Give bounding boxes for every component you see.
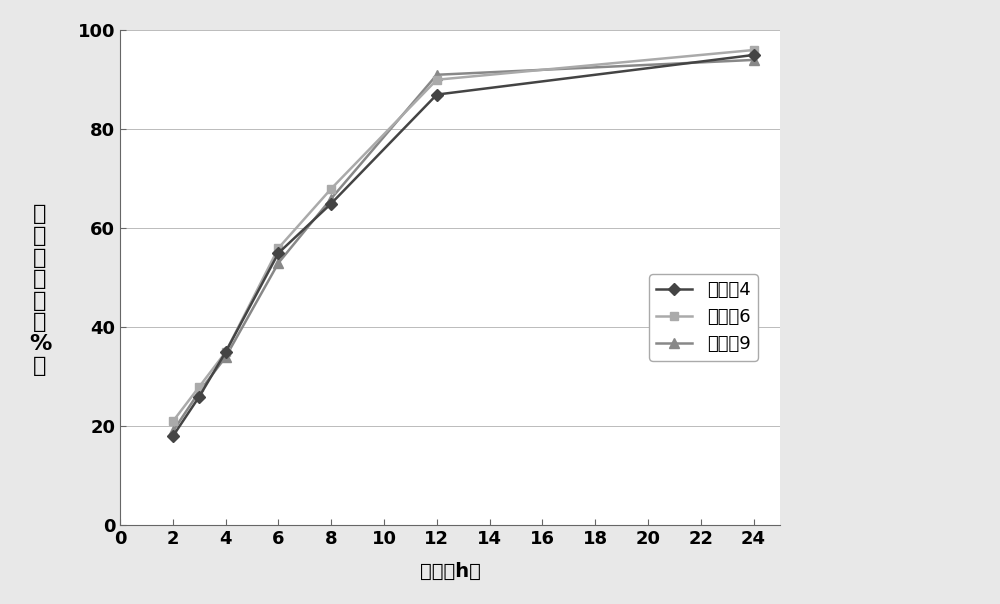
X-axis label: 时间（h）: 时间（h） [420,562,480,581]
实施例6 [193,383,205,390]
实施例6 [272,245,284,252]
实施例4 [167,432,179,440]
Legend: 实施例4, 实施例6, 实施例9: 实施例4, 实施例6, 实施例9 [649,274,758,361]
实施例4 [431,91,443,98]
实施例4 [272,249,284,257]
实施例4 [325,200,337,207]
实施例9 [193,388,205,396]
实施例9 [431,71,443,79]
Line: 实施例4: 实施例4 [169,51,758,440]
实施例4 [193,393,205,400]
实施例9 [220,353,232,361]
实施例6 [325,185,337,192]
Line: 实施例6: 实施例6 [169,46,758,426]
实施例9 [325,195,337,202]
实施例4 [220,349,232,356]
实施例9 [272,259,284,266]
实施例9 [167,428,179,435]
实施例6 [748,47,760,54]
实施例6 [167,418,179,425]
实施例6 [220,349,232,356]
Line: 实施例9: 实施例9 [168,55,758,436]
实施例4 [748,51,760,59]
Text: 累
积
溶
出
度
（
%
）: 累 积 溶 出 度 （ % ） [29,204,51,376]
实施例6 [431,76,443,83]
实施例9 [748,56,760,63]
